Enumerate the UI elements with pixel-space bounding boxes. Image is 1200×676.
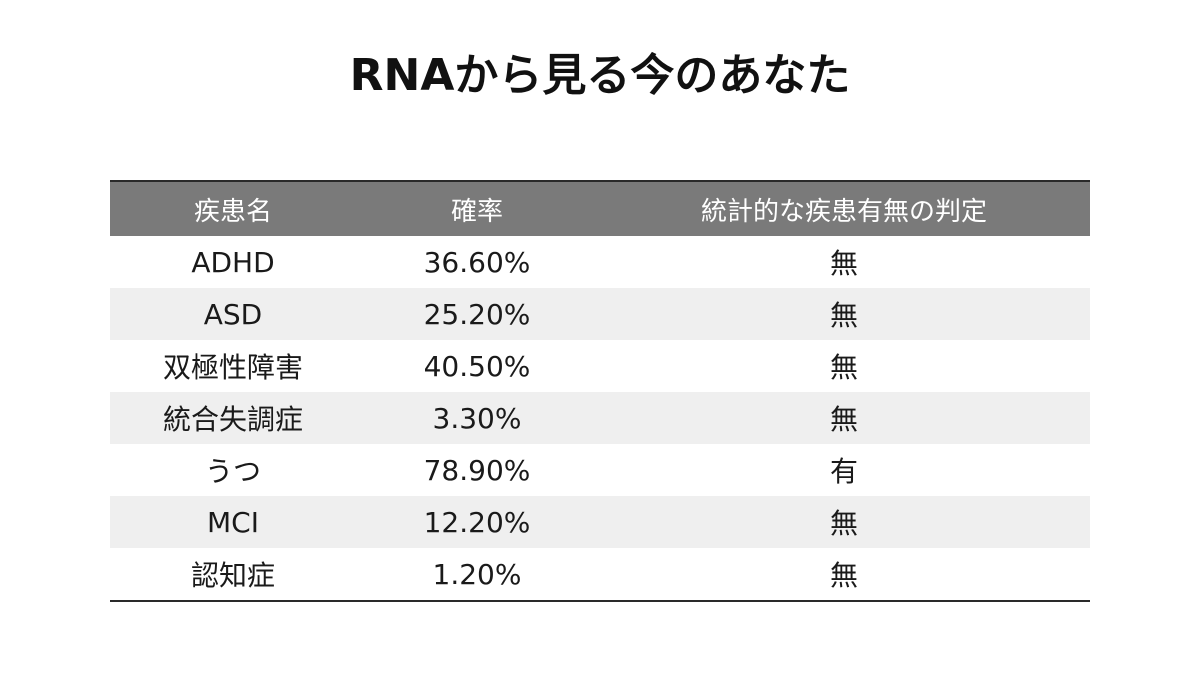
judgement-cell: 無 [829, 559, 858, 592]
judgement-cell: 無 [829, 403, 858, 436]
disease-cell: MCI [207, 505, 259, 539]
judgement-cell: 無 [829, 507, 858, 540]
judgement-cell: 無 [829, 351, 858, 384]
disease-cell: 統合失調症 [162, 403, 303, 436]
disease-cell: うつ [204, 455, 261, 488]
table-header-row: 疾患名 確率 統計的な疾患有無の判定 [110, 181, 1090, 236]
table-row: 統合失調症 3.30% 無 [110, 392, 1090, 444]
probability-cell: 40.50% [423, 349, 531, 383]
probability-cell: 12.20% [423, 505, 531, 539]
judgement-cell: 無 [829, 247, 858, 280]
disease-cell: ASD [203, 297, 263, 331]
disease-cell: ADHD [191, 245, 275, 279]
page-title: RNAから見る今のあなた [349, 50, 851, 101]
header-probability: 確率 [450, 196, 503, 227]
probability-cell: 36.60% [423, 245, 531, 279]
judgement-cell-positive: 有 [829, 455, 858, 488]
probability-cell: 25.20% [423, 297, 531, 331]
table-row: うつ 78.90% 有 [110, 444, 1090, 496]
table-row: ASD 25.20% 無 [110, 288, 1090, 340]
table-row: MCI 12.20% 無 [110, 496, 1090, 548]
probability-cell: 78.90% [423, 453, 531, 487]
header-disease: 疾患名 [193, 196, 272, 227]
header-judgement: 統計的な疾患有無の判定 [700, 196, 987, 227]
disease-cell: 認知症 [190, 559, 275, 592]
probability-cell: 3.30% [432, 401, 522, 435]
judgement-cell: 無 [829, 299, 858, 332]
disease-cell: 双極性障害 [162, 351, 303, 384]
table-row: ADHD 36.60% 無 [110, 236, 1090, 288]
disease-result-table: 疾患名 確率 統計的な疾患有無の判定 ADHD 36.60% 無 ASD 25.… [110, 180, 1090, 602]
table-row: 双極性障害 40.50% 無 [110, 340, 1090, 392]
table-row: 認知症 1.20% 無 [110, 548, 1090, 601]
probability-cell: 1.20% [432, 557, 522, 591]
